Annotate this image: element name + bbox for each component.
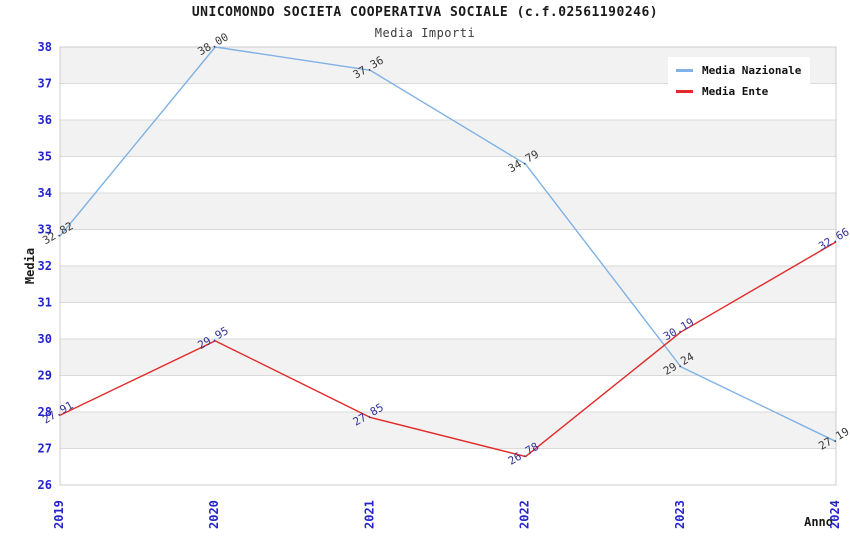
x-tick-label: 2019 [52,500,66,529]
plot-border [59,46,837,486]
series-line-media-ente [59,241,837,458]
legend: Media Nazionale Media Ente [668,57,810,107]
chart-subtitle: Media Importi [374,26,476,40]
y-tick-label: 27 [38,442,52,456]
x-tick-label: 2020 [207,500,221,529]
y-tick-label: 29 [38,369,52,383]
y-tick-label: 31 [38,296,52,310]
grid-band [60,120,836,157]
grid-band [60,193,836,230]
y-tick-label: 30 [38,332,52,346]
y-tick-label: 26 [38,478,52,492]
grid-band [60,339,836,376]
y-tick-label: 33 [38,223,52,237]
y-tick-label: 38 [38,40,52,54]
chart-title: UNICOMONDO SOCIETA COOPERATIVA SOCIALE (… [191,5,659,20]
legend-item-media-nazionale: Media Nazionale [676,64,802,77]
legend-item-media-ente: Media Ente [676,85,802,98]
legend-label-media-nazionale: Media Nazionale [702,64,802,77]
y-tick-label: 28 [38,405,52,419]
series-line-media-nazionale [59,46,837,443]
media-ente-line-swatch [676,90,693,93]
y-tick-label: 35 [38,150,52,164]
y-tick-label: 34 [38,186,52,200]
x-tick-label: 2023 [673,500,687,529]
grid-band [60,412,836,449]
x-tick-label: 2022 [518,500,532,529]
legend-label-media-ente: Media Ente [702,85,769,98]
grid-band [60,266,836,303]
y-tick-label: 36 [38,113,52,127]
x-tick-label: 2024 [828,500,842,529]
x-tick-label: 2021 [362,500,376,529]
y-tick-label: 32 [38,259,52,273]
y-tick-label: 37 [38,77,52,91]
x-axis-title: Anno [804,515,833,529]
media-nazionale-line-swatch [676,69,693,72]
